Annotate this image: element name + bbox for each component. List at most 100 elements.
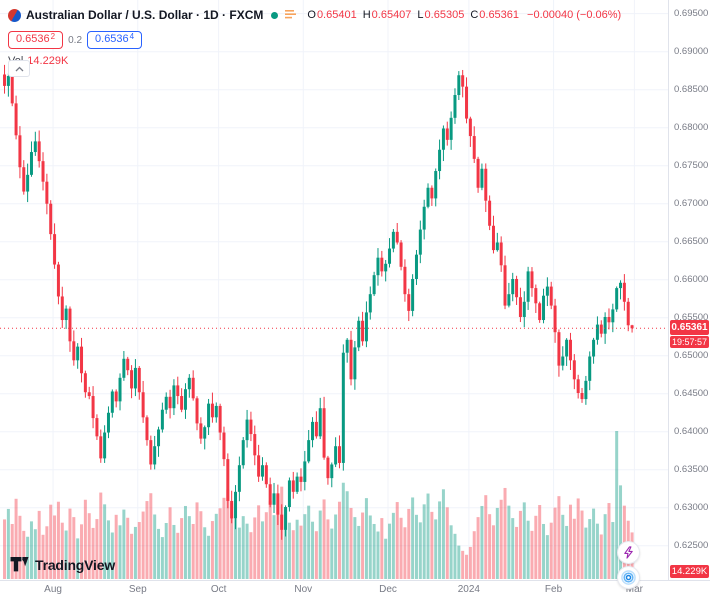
concentric-circles-button[interactable] [617,566,640,589]
candle-body [361,320,365,342]
time-tick-label: Sep [128,584,147,595]
tradingview-wordmark: TradingView [35,556,116,573]
volume-bar [149,493,153,579]
volume-bar [41,534,45,579]
candle-body [264,465,268,485]
candle-body [511,278,515,295]
volume-bar [37,510,41,579]
volume-bar [438,501,442,579]
volume-bar [126,517,130,579]
volume-bar [530,530,534,579]
volume-bar [364,498,368,579]
candle-body [99,436,103,459]
candle-body [276,493,280,515]
volume-bar [441,489,445,579]
volume-bar [18,515,22,579]
volume-bar [199,511,203,579]
volume-bar [56,501,60,579]
volume-bar [122,509,126,579]
tradingview-logo[interactable]: TradingView [10,556,115,573]
candle-body [291,480,295,492]
volume-bar [133,526,137,579]
volume-bar [449,525,453,579]
candle-body [314,421,318,437]
volume-bar [207,535,211,579]
candlestick-chart[interactable] [0,0,668,580]
candle-body [253,434,257,456]
volume-bar [391,512,395,579]
volume-bar [457,545,461,579]
candle-body [226,459,230,501]
volume-bar [561,514,565,579]
price-tick-label: 0.65000 [674,350,709,362]
volume-bar [538,505,542,579]
market-status-dot-icon[interactable] [271,11,279,19]
volume-bar [29,521,33,579]
volume-bar [230,503,234,579]
volume-bar [168,507,172,579]
volume-bar [611,522,615,579]
change-value: −0.00040 (−0.06%) [527,9,622,21]
volume-bar [299,525,303,579]
candle-body [126,358,130,371]
time-axis[interactable]: Aug Sep Oct Nov Dec 2024 Feb Mar [0,580,710,600]
volume-bar [260,521,264,579]
volume-bar [341,482,345,579]
candle-body [37,141,41,162]
candle-body [295,476,299,492]
volume-bar [291,530,295,579]
chart-pane[interactable]: Australian Dollar / U.S. Dollar · 1D · F… [0,0,668,589]
candle-body [414,254,418,279]
volume-bar [245,523,249,579]
candle-body [64,308,68,321]
volume-bar [114,514,118,579]
detail-list-icon[interactable] [285,6,297,24]
ask-price: 0.6536 [95,33,129,45]
candle-body [403,266,407,295]
volume-bar [226,489,230,579]
volume-bar [183,505,187,579]
volume-value: 14.229K [27,55,69,67]
concentric-circles-icon [621,570,636,585]
candle-body [518,297,522,317]
candle-body [257,455,261,477]
candle-body [83,373,87,393]
price-tick-label: 0.64500 [674,388,709,400]
candle-body [422,206,426,230]
collapse-panel-button[interactable] [8,60,30,77]
volume-bar [565,525,569,579]
candle-body [160,409,164,430]
candle-body [103,432,107,459]
candle-body [191,377,195,399]
candle-body [80,346,84,374]
candle-body [45,181,49,204]
volume-bar [399,517,403,579]
volume-bar [157,528,161,579]
low-label: L [417,9,424,21]
volume-bar [407,508,411,579]
candle-body [542,295,546,321]
volume-bar [453,533,457,579]
candle-body [41,161,45,182]
candle-body [391,231,395,249]
lightning-button[interactable] [617,541,640,564]
symbol-title[interactable]: Australian Dollar / U.S. Dollar · 1D · F… [26,8,264,22]
candle-body [207,403,211,428]
volume-bar [330,528,334,579]
candle-body [565,339,569,357]
candle-body [380,257,384,272]
candle-body [268,484,272,505]
volume-bar [99,492,103,579]
price-axis[interactable]: 0.65361 19:57:57 14.229K 0.69500 0.69000 0… [668,0,710,580]
volume-bar [580,510,584,579]
symbol-header: Australian Dollar / U.S. Dollar · 1D · F… [8,6,621,67]
volume-bar [595,523,599,579]
price-tick-label: 0.67500 [674,160,709,172]
sell-bid-button[interactable]: 0.6536 2 [8,31,64,49]
volume-bar [584,527,588,579]
volume-bar [572,518,576,579]
candle-body [568,339,572,361]
price-tick-label: 0.67000 [674,198,709,210]
chevron-up-icon [15,66,23,71]
buy-ask-button[interactable]: 0.6536 4 [87,31,143,49]
